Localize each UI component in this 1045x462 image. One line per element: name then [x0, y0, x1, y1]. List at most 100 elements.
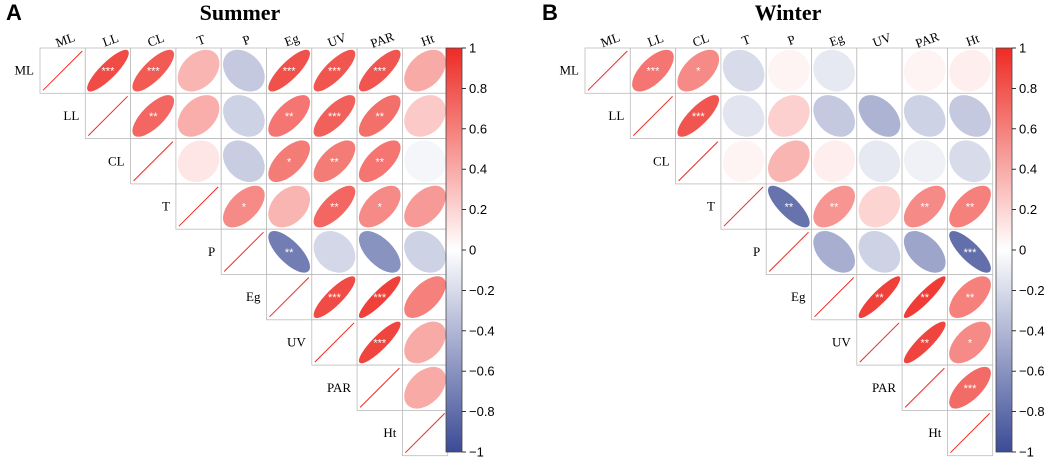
ellipse-ll-cl — [132, 95, 175, 137]
col-label-t: T — [740, 31, 753, 48]
colorbar-tick-label: 0.2 — [469, 202, 487, 217]
row-label-par: PAR — [327, 380, 351, 395]
panel-letter-b: B — [542, 0, 558, 25]
ellipse-ll-t — [177, 95, 220, 137]
ellipse-uv-par — [358, 321, 401, 364]
colorbar-tick-label: −1 — [1019, 445, 1034, 460]
diag-line-ml — [587, 50, 628, 91]
sig-ml-ll: *** — [102, 66, 116, 78]
ellipse-ll-par — [358, 95, 401, 137]
ellipse-p-ht — [949, 231, 991, 273]
ellipse-ml-ht — [404, 49, 446, 92]
ellipse-ll-p — [223, 95, 265, 137]
col-label-ml: ML — [53, 29, 77, 50]
sig-ll-par: ** — [375, 111, 384, 123]
sig-eg-par: ** — [920, 292, 929, 304]
col-label-ll: LL — [100, 30, 120, 50]
ellipse-eg-uv — [858, 276, 901, 318]
sig-uv-par: ** — [920, 337, 929, 349]
ellipse-t-p — [768, 185, 810, 228]
col-label-uv: UV — [326, 29, 349, 50]
row-label-eg: Eg — [246, 289, 261, 304]
ellipse-cl-par — [358, 140, 401, 183]
ellipse-ll-par — [903, 95, 946, 137]
ellipse-ml-p — [223, 49, 265, 92]
col-label-ml: ML — [598, 29, 622, 50]
sig-p-eg: ** — [285, 247, 294, 259]
colorbar-tick-label: 0.8 — [1019, 81, 1037, 96]
col-label-cl: CL — [690, 30, 711, 50]
ellipse-ml-ht — [949, 49, 991, 92]
diag-line-par — [904, 367, 945, 408]
ellipse-ml-eg — [268, 49, 310, 92]
row-label-t: T — [162, 199, 170, 214]
ellipse-ml-ll — [87, 49, 129, 92]
sig-ml-par: *** — [373, 66, 387, 78]
sig-t-eg: ** — [830, 202, 839, 214]
ellipse-ml-cl — [132, 49, 175, 92]
diag-line-uv — [859, 322, 900, 363]
colorbar-tick-label: 0 — [469, 243, 476, 258]
ellipse-eg-ht — [404, 276, 446, 318]
ellipse-t-par — [903, 185, 946, 228]
ellipse-p-uv — [313, 231, 356, 273]
row-label-uv: UV — [832, 334, 851, 349]
col-label-ht: Ht — [964, 30, 982, 49]
sig-t-par: * — [378, 202, 383, 214]
colorbar-tick-label: 1 — [1019, 41, 1026, 56]
sig-par-ht: *** — [964, 383, 978, 395]
diag-line-eg — [269, 277, 310, 318]
colorbar-tick-label: 0.6 — [469, 121, 487, 136]
colorbar-tick-label: 0 — [1019, 243, 1026, 258]
ellipse-ml-t — [177, 49, 220, 92]
col-label-par: PAR — [913, 28, 941, 50]
ellipse-cl-p — [768, 140, 810, 183]
ellipse-uv-ht — [404, 321, 446, 364]
colorbar-tick-label: −0.2 — [469, 283, 495, 298]
row-label-p: P — [208, 244, 215, 259]
ellipse-ll-eg — [268, 95, 310, 137]
row-label-ll: LL — [63, 108, 79, 123]
sig-ml-ll: *** — [647, 66, 661, 78]
colorbar-tick-label: −0.4 — [469, 323, 495, 338]
ellipse-eg-par — [903, 276, 946, 318]
ellipse-ml-p — [768, 49, 810, 92]
diag-line-ht — [950, 413, 991, 454]
ellipse-p-eg — [268, 231, 310, 273]
sig-p-ht: *** — [964, 247, 978, 259]
row-label-t: T — [707, 199, 715, 214]
colorbar-tick-label: −0.6 — [469, 364, 495, 379]
row-label-ht: Ht — [928, 425, 941, 440]
sig-eg-uv: ** — [875, 292, 884, 304]
ellipse-ll-t — [722, 95, 765, 137]
ellipse-cl-uv — [858, 140, 901, 183]
colorbar-tick-label: −0.8 — [469, 404, 495, 419]
col-label-cl: CL — [145, 30, 166, 50]
ellipse-p-ht — [404, 231, 446, 273]
row-label-eg: Eg — [791, 289, 806, 304]
sig-ll-uv: *** — [328, 111, 342, 123]
diag-line-ht — [405, 413, 446, 454]
colorbar-tick-label: 0.4 — [469, 162, 487, 177]
ellipse-par-ht — [404, 366, 446, 409]
diag-line-t — [723, 186, 764, 227]
ellipse-cl-t — [722, 140, 765, 183]
sig-ll-eg: ** — [285, 111, 294, 123]
sig-ml-eg: *** — [283, 66, 297, 78]
ellipse-ll-cl — [677, 95, 720, 137]
colorbar-tick-label: 1 — [469, 41, 476, 56]
sig-t-p: ** — [785, 202, 794, 214]
panel-title-summer: Summer — [200, 0, 281, 25]
sig-cl-uv: ** — [330, 156, 339, 168]
ellipse-eg-uv — [313, 276, 356, 318]
ellipse-ml-eg — [813, 49, 855, 92]
diag-line-par — [359, 367, 400, 408]
colorbar-tick-label: 0.6 — [1019, 121, 1037, 136]
row-label-ht: Ht — [383, 425, 396, 440]
sig-ll-cl: ** — [149, 111, 158, 123]
sig-cl-par: ** — [375, 156, 384, 168]
ellipse-t-par — [358, 185, 401, 228]
col-label-p: P — [785, 31, 797, 48]
